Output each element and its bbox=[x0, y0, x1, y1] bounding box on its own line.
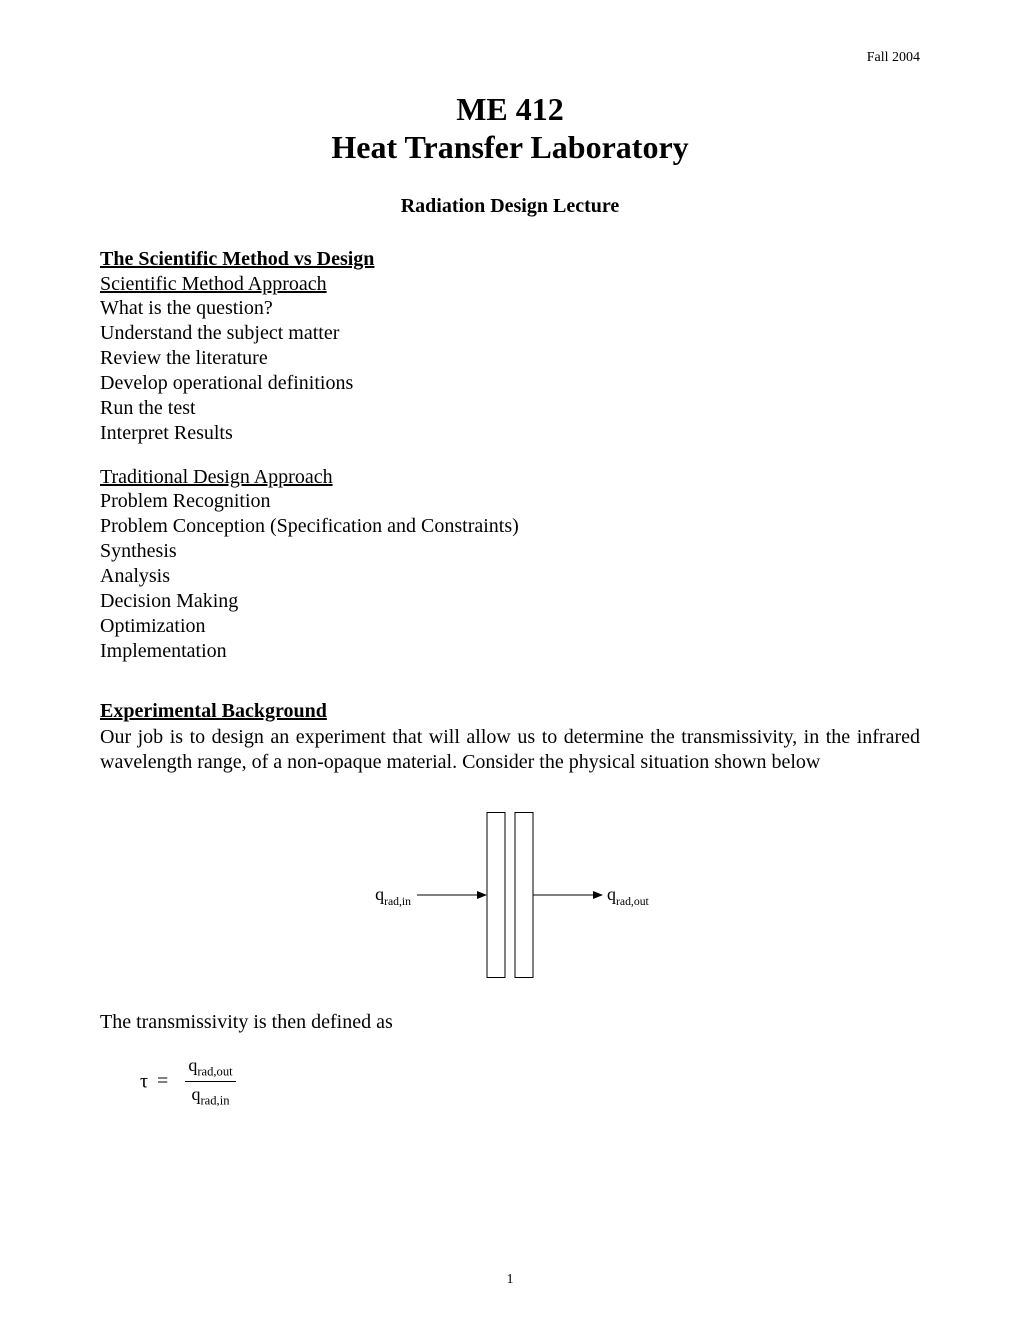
equation-denominator: qrad,in bbox=[185, 1082, 235, 1109]
section-heading-scientific-vs-design: The Scientific Method vs Design bbox=[100, 248, 920, 271]
list-item: Interpret Results bbox=[100, 421, 920, 446]
svg-text:qrad,in: qrad,in bbox=[375, 884, 411, 908]
equation-transmissivity: τ = qrad,out qrad,in bbox=[140, 1055, 920, 1109]
list-item: Review the literature bbox=[100, 346, 920, 371]
num-sub: rad,out bbox=[197, 1064, 232, 1078]
list-item: Optimization bbox=[100, 614, 920, 639]
list-item: Problem Recognition bbox=[100, 489, 920, 514]
title-block: ME 412 Heat Transfer Laboratory Radiatio… bbox=[100, 90, 920, 218]
list-item: What is the question? bbox=[100, 296, 920, 321]
equation-eq: = bbox=[157, 1070, 168, 1092]
transmissivity-diagram: qrad,in qrad,out bbox=[100, 805, 920, 985]
subheading-traditional-design: Traditional Design Approach bbox=[100, 466, 920, 489]
equation-numerator: qrad,out bbox=[185, 1055, 235, 1083]
experimental-paragraph: Our job is to design an experiment that … bbox=[100, 725, 920, 775]
equation-fraction: qrad,out qrad,in bbox=[185, 1055, 235, 1109]
subheading-scientific-method: Scientific Method Approach bbox=[100, 273, 920, 296]
title-line1: ME 412 bbox=[100, 90, 920, 128]
equation-lhs: τ bbox=[140, 1070, 148, 1092]
section-heading-experimental: Experimental Background bbox=[100, 700, 920, 723]
den-sub: rad,in bbox=[200, 1094, 229, 1108]
list-item: Decision Making bbox=[100, 589, 920, 614]
list-item: Run the test bbox=[100, 396, 920, 421]
svg-text:qrad,out: qrad,out bbox=[607, 884, 650, 908]
list-item: Analysis bbox=[100, 564, 920, 589]
list-item: Understand the subject matter bbox=[100, 321, 920, 346]
subtitle: Radiation Design Lecture bbox=[100, 195, 920, 218]
list-item: Develop operational definitions bbox=[100, 371, 920, 396]
list-item: Synthesis bbox=[100, 539, 920, 564]
list-item: Implementation bbox=[100, 639, 920, 664]
transmissivity-text: The transmissivity is then defined as bbox=[100, 1010, 920, 1035]
num-base: q bbox=[188, 1055, 197, 1075]
list-item: Problem Conception (Specification and Co… bbox=[100, 514, 920, 539]
page-number: 1 bbox=[0, 1272, 1020, 1288]
diagram-svg: qrad,in qrad,out bbox=[300, 805, 720, 985]
title-line2: Heat Transfer Laboratory bbox=[100, 128, 920, 166]
header-date: Fall 2004 bbox=[867, 50, 920, 66]
